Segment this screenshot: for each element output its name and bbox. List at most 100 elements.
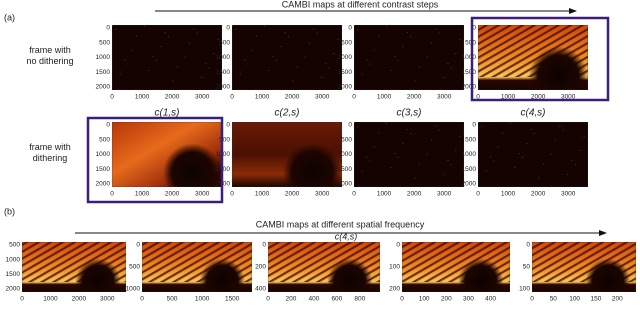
speck (201, 77, 203, 79)
x-tick-label: 3000 (437, 191, 452, 198)
speck (455, 150, 457, 152)
image-bg (354, 122, 464, 187)
y-tick-label: 1000 (338, 151, 353, 158)
y-tick-label: 400 (255, 286, 266, 293)
speck (378, 35, 380, 37)
y-tick-label: 2000 (462, 181, 477, 188)
dark-disc (163, 143, 222, 187)
speck (514, 167, 516, 169)
speck (394, 153, 396, 155)
speck (136, 35, 138, 37)
x-tick-label: 1000 (195, 296, 210, 303)
heatmap-image (112, 25, 222, 90)
speck (478, 122, 479, 123)
x-tick-label: 50 (550, 296, 558, 303)
speck (354, 25, 355, 26)
y-tick-label: 500 (219, 39, 230, 46)
speck (239, 73, 241, 75)
speck (366, 59, 368, 61)
speck (431, 139, 432, 141)
speck (562, 129, 564, 131)
y-tick-label: 50 (523, 264, 531, 271)
speck (438, 129, 440, 131)
image-bg (354, 25, 464, 90)
row-label: frame with dithering (29, 142, 71, 163)
y-tick-label: 2000 (216, 84, 231, 91)
heatmap-image (142, 242, 252, 292)
speck (217, 39, 219, 41)
speck (385, 122, 387, 124)
speck (325, 63, 327, 65)
y-tick-label: 2000 (338, 84, 353, 91)
caption: c(3,s) (397, 108, 422, 119)
x-tick-label: 300 (463, 296, 474, 303)
speck (357, 126, 359, 128)
speck (390, 167, 392, 169)
speck (366, 156, 368, 158)
speck (426, 153, 428, 155)
speck (450, 67, 452, 69)
y-tick-label: 0 (262, 242, 266, 249)
y-tick-label: 1500 (338, 166, 353, 173)
y-tick-label: 500 (9, 242, 20, 249)
highlight-box (470, 16, 610, 102)
x-tick-label: 1000 (501, 94, 516, 101)
y-tick-label: 1000 (96, 54, 111, 61)
speck (426, 56, 428, 58)
x-tick-label: 3000 (315, 94, 330, 101)
arrow-caption: CAMBI maps at different contrast steps (282, 0, 439, 9)
speck (502, 132, 504, 134)
x-tick-label: 3000 (561, 94, 576, 101)
x-tick-label: 2000 (407, 191, 422, 198)
y-tick-label: 1500 (216, 69, 231, 76)
y-tick-label: 0 (526, 242, 530, 249)
heatmap-image (478, 25, 588, 90)
speck (284, 32, 286, 34)
caption: c(1,s) (155, 108, 180, 119)
speck (235, 29, 237, 31)
x-tick-label: 1000 (501, 191, 516, 198)
y-tick-label: 100 (389, 264, 400, 271)
x-tick-label: 3000 (437, 94, 452, 101)
speck (538, 177, 540, 179)
y-tick-label: 1500 (462, 166, 477, 173)
speck (567, 174, 569, 176)
y-tick-label: 1500 (6, 271, 21, 278)
y-tick-label: 1500 (462, 69, 477, 76)
y-tick-label: 1500 (96, 166, 111, 173)
dark-disc (199, 258, 245, 292)
heatmap-image (232, 25, 342, 90)
speck (450, 164, 452, 166)
y-tick-label: 500 (129, 264, 140, 271)
y-tick-label: 500 (465, 136, 476, 143)
x-tick-label: 200 (441, 296, 452, 303)
x-tick-label: 0 (110, 191, 114, 198)
speck (526, 143, 528, 145)
speck (232, 25, 233, 26)
x-tick-label: 3000 (100, 296, 115, 303)
speck (390, 70, 392, 72)
speck (276, 60, 277, 62)
heatmap-image (402, 242, 510, 292)
y-tick-label: 0 (106, 25, 110, 32)
speck (459, 39, 461, 41)
y-tick-label: 200 (255, 264, 266, 271)
y-tick-label: 500 (99, 136, 110, 143)
y-tick-label: 0 (348, 25, 352, 32)
speck (414, 177, 416, 179)
speck (196, 32, 198, 34)
x-tick-label: 100 (569, 296, 580, 303)
speck (193, 28, 195, 30)
speck (184, 56, 186, 58)
speck (156, 60, 157, 62)
y-tick-label: 100 (519, 286, 530, 293)
speck (518, 153, 520, 155)
caption: c(4,s) (521, 108, 546, 119)
speck (418, 66, 420, 68)
speck (256, 35, 258, 37)
speck (509, 122, 511, 124)
x-tick-label: 150 (591, 296, 602, 303)
speck (435, 28, 437, 30)
speck (296, 66, 298, 68)
speck (337, 39, 339, 41)
